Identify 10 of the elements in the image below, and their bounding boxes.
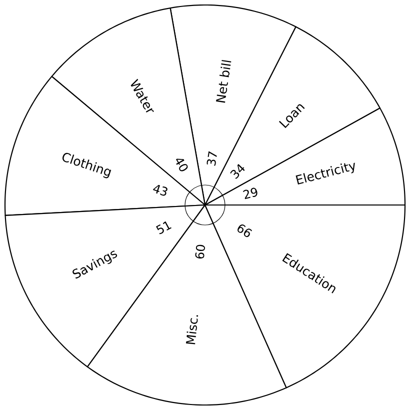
data-label: 34 — [230, 164, 245, 179]
data-label: 29 — [243, 188, 258, 200]
data-label: 43 — [153, 184, 168, 196]
data-label: 66 — [238, 224, 252, 238]
slice-label: Misc. — [186, 315, 198, 344]
data-label: 60 — [195, 244, 206, 259]
data-label: 40 — [176, 158, 188, 172]
data-label: 37 — [206, 151, 217, 166]
data-label: 51 — [156, 221, 172, 234]
slice-label: Net bill — [216, 60, 232, 103]
